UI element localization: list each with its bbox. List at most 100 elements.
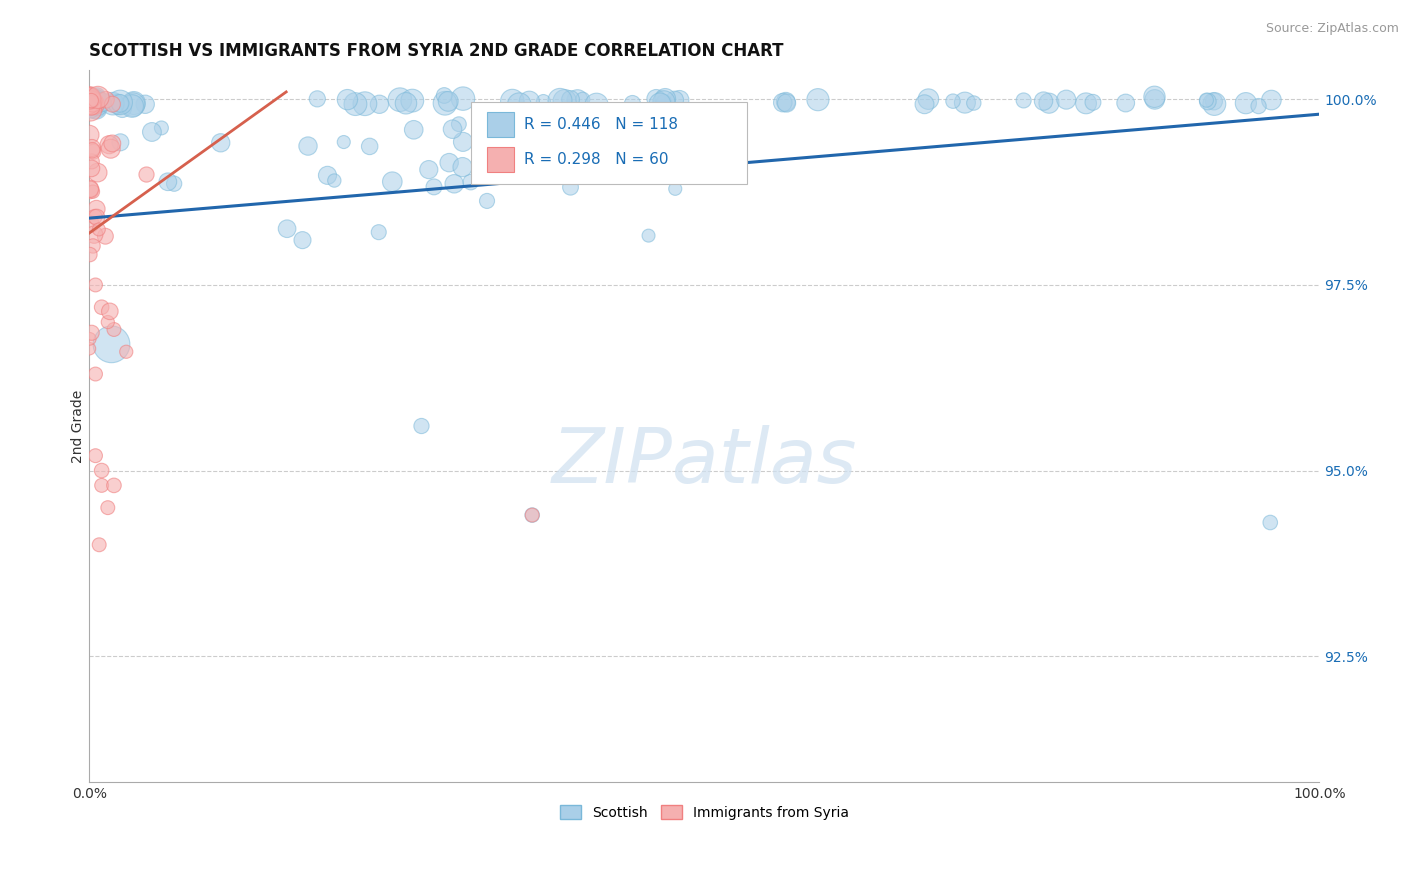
Text: SCOTTISH VS IMMIGRANTS FROM SYRIA 2ND GRADE CORRELATION CHART: SCOTTISH VS IMMIGRANTS FROM SYRIA 2ND GR… — [90, 42, 785, 60]
FancyBboxPatch shape — [471, 102, 748, 184]
Point — [1258, 516, 1281, 530]
Point — [554, 94, 576, 108]
Point — [1081, 95, 1104, 110]
Point — [115, 344, 138, 359]
Point — [367, 225, 389, 239]
Point — [664, 93, 686, 107]
Point — [86, 202, 108, 216]
Point — [80, 96, 103, 111]
Point — [276, 221, 298, 235]
Point — [94, 229, 117, 244]
Point — [1074, 96, 1097, 111]
Point — [668, 93, 690, 107]
Point — [621, 96, 644, 111]
Point — [80, 95, 103, 109]
Point — [560, 180, 582, 194]
Point — [90, 478, 112, 492]
Point — [122, 96, 145, 111]
Point — [83, 145, 105, 159]
Point — [560, 93, 582, 107]
Point — [441, 122, 464, 136]
Point — [508, 97, 530, 112]
Point — [82, 96, 104, 111]
Point — [86, 165, 108, 179]
Point — [79, 342, 101, 356]
Point — [103, 322, 125, 336]
Point — [79, 91, 101, 105]
Point — [89, 95, 111, 109]
Point — [79, 332, 101, 346]
Point — [336, 93, 359, 107]
Point — [1195, 93, 1218, 107]
Text: ZIPatlas: ZIPatlas — [551, 425, 858, 499]
Point — [83, 95, 105, 109]
Point — [86, 211, 108, 225]
Point — [354, 96, 377, 111]
Point — [631, 140, 654, 154]
Point — [121, 99, 143, 113]
Point — [1115, 95, 1137, 110]
Point — [1054, 93, 1077, 107]
Point — [1012, 94, 1035, 108]
Point — [80, 103, 103, 118]
Point — [807, 93, 830, 107]
Point — [434, 96, 457, 111]
Point — [84, 449, 107, 463]
Point — [388, 93, 411, 107]
Point — [209, 136, 232, 150]
Point — [83, 97, 105, 112]
Point — [522, 508, 544, 522]
Point — [645, 92, 668, 106]
Point — [79, 103, 101, 117]
Point — [83, 98, 105, 112]
Point — [87, 97, 110, 112]
Point — [654, 92, 676, 106]
Point — [475, 194, 498, 208]
Point — [96, 95, 118, 110]
Point — [451, 160, 474, 174]
Point — [98, 304, 121, 318]
Bar — [486, 146, 513, 171]
Point — [84, 277, 107, 292]
Text: R = 0.446   N = 118: R = 0.446 N = 118 — [523, 118, 678, 132]
Point — [1260, 93, 1282, 107]
Point — [942, 94, 965, 108]
Point — [82, 143, 104, 157]
Point — [90, 464, 112, 478]
Point — [664, 168, 686, 182]
Legend: Scottish, Immigrants from Syria: Scottish, Immigrants from Syria — [554, 799, 855, 825]
Point — [652, 95, 675, 109]
Point — [332, 135, 354, 149]
Point — [602, 132, 624, 146]
Point — [499, 158, 522, 172]
Y-axis label: 2nd Grade: 2nd Grade — [72, 390, 86, 463]
Point — [1038, 96, 1060, 111]
Point — [602, 127, 624, 141]
Point — [83, 210, 105, 224]
Point — [531, 95, 554, 109]
Point — [141, 125, 163, 139]
Point — [423, 180, 446, 194]
Point — [86, 93, 108, 107]
Point — [79, 247, 101, 261]
Point — [107, 97, 129, 112]
Point — [567, 93, 589, 107]
Point — [433, 88, 456, 103]
Point — [80, 217, 103, 231]
Point — [451, 92, 474, 106]
Point — [401, 94, 423, 108]
Point — [80, 141, 103, 155]
Point — [97, 315, 120, 329]
Point — [83, 227, 105, 242]
Point — [135, 168, 157, 182]
Point — [122, 97, 145, 112]
Point — [637, 228, 659, 243]
Point — [80, 93, 103, 107]
Point — [80, 154, 103, 169]
Point — [79, 95, 101, 110]
Point — [90, 95, 112, 109]
Point — [82, 94, 104, 108]
Point — [82, 94, 104, 108]
Point — [1143, 90, 1166, 104]
Point — [101, 96, 124, 111]
